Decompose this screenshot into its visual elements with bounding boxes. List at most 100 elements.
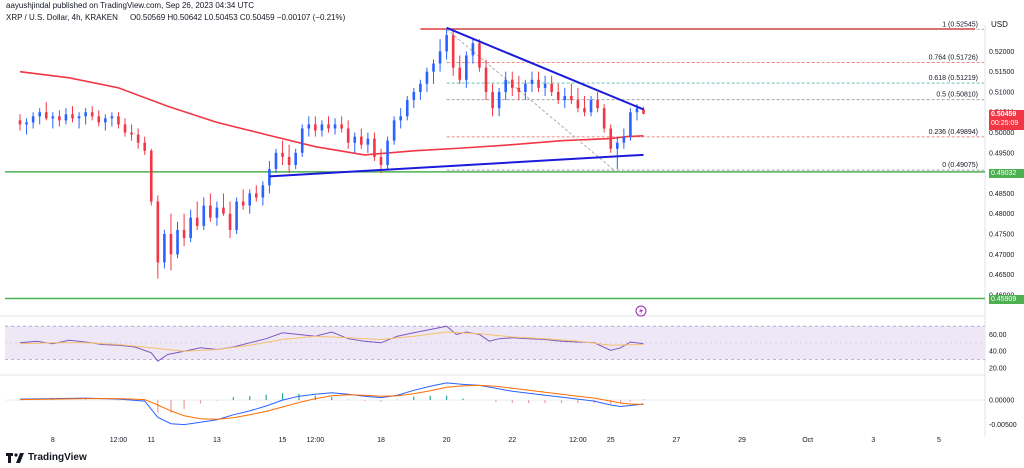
- price-tick-label: 0.47500: [989, 231, 1014, 238]
- moving-average: [19, 70, 644, 156]
- time-tick-label: 25: [607, 437, 615, 444]
- time-tick-label: 20: [443, 437, 451, 444]
- candle-body: [130, 132, 133, 135]
- candle-body: [287, 156, 291, 165]
- candle-body: [629, 112, 632, 137]
- fib-level-label: 0.764 (0.51726): [929, 54, 978, 61]
- candle-body: [491, 91, 494, 109]
- candle-body: [366, 138, 370, 145]
- moving-average-line: [19, 70, 644, 156]
- ascending-trendline: [269, 153, 644, 178]
- candle-body: [241, 201, 245, 206]
- candle-body: [254, 193, 258, 198]
- candle-body: [235, 201, 238, 230]
- candle-body: [478, 43, 481, 68]
- candle-body: [570, 96, 573, 101]
- candle-body: [530, 79, 534, 84]
- candle-body: [550, 83, 553, 92]
- candle-body: [281, 152, 284, 157]
- candle-body: [274, 152, 278, 170]
- candle-body: [484, 67, 488, 92]
- price-tick-label: 0.46500: [989, 272, 1014, 279]
- tradingview-brand[interactable]: TradingView: [6, 452, 87, 463]
- bar-timer: 00:25:09: [991, 120, 1019, 127]
- candle-body: [346, 128, 350, 143]
- time-tick-label: 3: [871, 437, 875, 444]
- tradingview-brand-label: TradingView: [28, 452, 87, 463]
- fib-level-label: 1 (0.52545): [942, 21, 978, 28]
- candle-body: [314, 124, 317, 131]
- fib-diagonal: [446, 28, 615, 171]
- candle-body: [360, 136, 363, 145]
- time-tick-label: 12:00: [307, 437, 325, 444]
- candle-body: [77, 116, 81, 119]
- descending-trendline: [446, 26, 644, 111]
- last-price-value: 0.50459: [991, 111, 1017, 118]
- fib-level-label: 0 (0.49075): [942, 162, 978, 169]
- time-tick-label: 5: [937, 437, 941, 444]
- candle-body: [71, 114, 74, 119]
- time-tick-label: 12:00: [110, 437, 128, 444]
- candle-body: [497, 91, 501, 109]
- candle-body: [504, 79, 508, 92]
- price-tick-label: 0.51000: [989, 89, 1014, 96]
- time-tick-label: 29: [738, 437, 746, 444]
- time-tick-label: Oct: [802, 437, 813, 444]
- candle-body: [176, 229, 179, 255]
- lightning-icon[interactable]: [635, 305, 647, 317]
- macd-pane: [5, 382, 985, 426]
- candle-body: [451, 35, 455, 68]
- time-tick-label: 15: [279, 437, 287, 444]
- candle-body: [136, 134, 140, 143]
- candle-body: [209, 205, 212, 218]
- candle-body: [386, 140, 389, 165]
- candle-body: [465, 55, 468, 80]
- candle-body: [143, 142, 147, 151]
- candle-body: [123, 124, 127, 133]
- candles: [18, 29, 645, 279]
- candle-body: [320, 124, 324, 131]
- time-tick-label: 13: [213, 437, 221, 444]
- candle-body: [445, 35, 448, 52]
- candle-body: [419, 83, 422, 92]
- fib-retracement: 1 (0.52545) 0.764 (0.51726) 0.618 (0.51219…: [446, 21, 984, 171]
- candle-body: [64, 114, 68, 121]
- candle-body: [405, 100, 409, 117]
- price-tick-label: 0.47000: [989, 252, 1014, 259]
- price-tick-label: 0.50000: [989, 130, 1014, 137]
- symbol-title[interactable]: XRP / U.S. Dollar, 4h, KRAKEN: [6, 13, 118, 22]
- publisher-info: aayushjindal published on TradingView.co…: [6, 1, 255, 10]
- price-tick-label: 0.48000: [989, 211, 1014, 218]
- candle-body: [379, 156, 383, 165]
- macd-tick-label: -0.00500: [989, 422, 1017, 429]
- candle-body: [471, 43, 475, 56]
- candle-body: [169, 233, 173, 255]
- candle-body: [615, 142, 619, 149]
- price-tick-label: 0.51500: [989, 69, 1014, 76]
- candle-body: [51, 116, 55, 119]
- currency-label: USD: [991, 20, 1008, 29]
- candle-body: [622, 136, 626, 143]
- candle-body: [58, 116, 61, 121]
- candle-body: [110, 116, 114, 119]
- candle-body: [38, 112, 41, 117]
- candle-body: [563, 96, 567, 101]
- candle-body: [340, 124, 343, 129]
- fib-level-label: 0.236 (0.49894): [929, 129, 978, 136]
- low-price-tag: 0.45909: [989, 295, 1024, 304]
- candle-body: [438, 51, 442, 64]
- time-tick-label: 8: [51, 437, 55, 444]
- rsi-line: [19, 325, 644, 362]
- fib-level-label: 0.5 (0.50810): [936, 92, 978, 99]
- candle-body: [589, 100, 593, 113]
- macd-line: [19, 382, 644, 426]
- candle-body: [576, 100, 580, 109]
- candle-body: [327, 124, 330, 129]
- candle-body: [294, 152, 297, 165]
- candle-body: [517, 87, 521, 92]
- candle-body: [104, 118, 107, 123]
- macd-tick-label: 0.00000: [989, 398, 1014, 405]
- candle-body: [432, 63, 435, 72]
